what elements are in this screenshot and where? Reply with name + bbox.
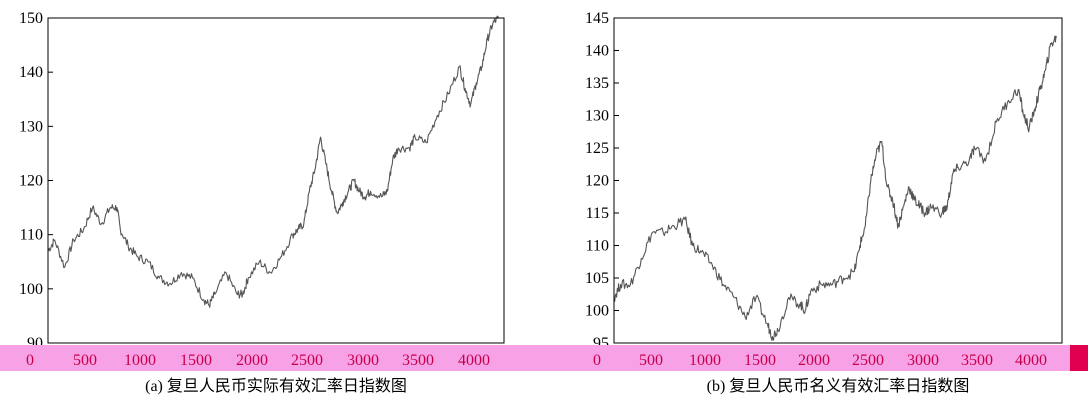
chart-b-x-tick-label: 500: [639, 352, 663, 369]
x-axis-highlight-band: [0, 345, 1070, 371]
chart-b-x-tick-label: 4000: [1015, 352, 1047, 369]
chart-a-x-tick-label: 2000: [236, 352, 268, 369]
chart-a-x-tick-label: 0: [26, 352, 34, 369]
chart-a-y-tick-label: 130: [19, 118, 43, 135]
chart-a-x-tick-label: 3000: [347, 352, 379, 369]
chart-b-x-tick-label: 0: [593, 352, 601, 369]
chart-a-y-tick-label: 100: [19, 281, 43, 298]
chart-a-x-tick-label: 3500: [402, 352, 434, 369]
chart-b-y-tick-label: 100: [585, 303, 609, 320]
chart-a-caption: (a) 复旦人民币实际有效汇率日指数图: [145, 377, 407, 395]
chart-a-series-line: [47, 15, 499, 308]
chart-a-y-tick-label: 110: [20, 227, 43, 244]
chart-a-y-tick-label: 140: [19, 64, 43, 81]
chart-a-x-tick-label: 1000: [124, 352, 156, 369]
chart-b-y-tick-label: 130: [585, 108, 609, 125]
chart-b-x-tick-label: 1000: [689, 352, 721, 369]
chart-b-series-line: [613, 35, 1058, 341]
chart-b-x-tick-label: 3000: [907, 352, 939, 369]
chart-a-x-tick-label: 4000: [458, 352, 490, 369]
chart-a-y-tick-label: 120: [19, 173, 43, 190]
chart-b-y-tick-label: 135: [585, 75, 609, 92]
chart-b-x-tick-label: 3500: [961, 352, 993, 369]
chart-a-x-tick-label: 500: [73, 352, 97, 369]
chart-b-y-tick-label: 120: [585, 173, 609, 190]
corner-marker: [1070, 345, 1088, 371]
chart-a-y-tick-label: 150: [19, 10, 43, 27]
chart-a-x-tick-label: 2500: [291, 352, 323, 369]
chart-b-x-ticks: 0 500 1000 1500 2000 2500 3000 3500 4000: [593, 352, 1047, 369]
chart-b-y-tick-label: 105: [585, 270, 609, 287]
chart-b-y-tick-label: 110: [586, 238, 609, 255]
chart-b-y-tick-label: 115: [586, 205, 609, 222]
chart-b-frame: [613, 17, 1063, 344]
chart-b-caption: (b) 复旦人民币名义有效汇率日指数图: [707, 377, 970, 395]
chart-a-frame: [47, 17, 505, 344]
chart-b-x-tick-label: 2000: [798, 352, 830, 369]
chart-b-y-tick-label: 125: [585, 140, 609, 157]
chart-b-y-tick-label: 145: [585, 10, 609, 27]
chart-b-y-tick-label: 140: [585, 43, 609, 60]
chart-b-x-tick-label: 1500: [744, 352, 776, 369]
chart-b-x-tick-label: 2500: [852, 352, 884, 369]
chart-a-x-tick-label: 1500: [180, 352, 212, 369]
chart-a-x-ticks: 0 500 1000 1500 2000 2500 3000 3500 4000: [26, 352, 490, 369]
